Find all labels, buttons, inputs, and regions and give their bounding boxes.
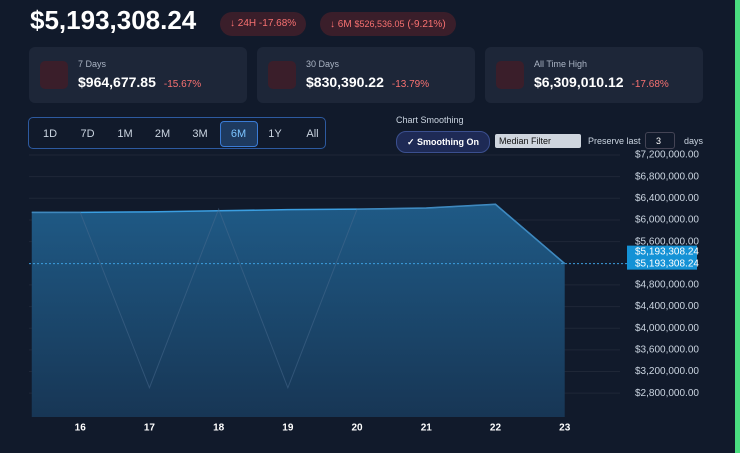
card-value: $6,309,010.12 -17.68%: [534, 74, 669, 90]
timeframe-button[interactable]: 7D: [80, 128, 95, 140]
stat-card: 30 Days $830,390.22 -13.79%: [257, 47, 475, 103]
x-tick-label: 17: [144, 423, 156, 434]
timeframe-button[interactable]: 1D: [42, 128, 58, 140]
smoothing-button[interactable]: ✓ Smoothing On: [396, 131, 490, 153]
card-label: 7 Days: [78, 59, 107, 69]
y-tick-label: $3,600,000.00: [635, 345, 699, 356]
current-value-box: [627, 245, 697, 270]
card-label: All Time High: [534, 59, 588, 69]
card-amount: $964,677.85: [78, 74, 156, 90]
card-amount: $830,390.22: [306, 74, 384, 90]
smoothing-title: Chart Smoothing: [396, 115, 464, 125]
y-tick-label: $6,800,000.00: [635, 171, 699, 182]
card-icon: [40, 61, 68, 89]
raw-line: [31, 203, 566, 390]
y-tick-label: $4,400,000.00: [635, 301, 699, 312]
portfolio-value: $5,193,308.24: [30, 5, 197, 35]
card-change: -15.67%: [163, 79, 202, 90]
x-tick-label: 20: [352, 423, 364, 434]
timeframe-button[interactable]: 1Y: [268, 128, 282, 140]
card-label: 30 Days: [306, 59, 340, 69]
y-tick-label: $6,000,000.00: [635, 215, 699, 226]
x-tick-label: 19: [282, 423, 294, 434]
x-tick-label: 21: [421, 423, 433, 434]
badge-change: -17.68%: [258, 18, 297, 29]
preserve-value: 3: [656, 136, 662, 146]
y-tick-label: $5,600,000.00: [635, 236, 699, 247]
x-tick-label: 16: [75, 423, 87, 434]
y-tick-label: $6,400,000.00: [635, 193, 699, 204]
card-change: -17.68%: [631, 79, 669, 90]
badge-6m: ↓ 6M $526,536.05 (-9.21%): [320, 12, 456, 36]
preserve-input[interactable]: 3: [645, 132, 675, 149]
badge-period: 24H: [237, 18, 257, 29]
timeframe-button[interactable]: All: [306, 128, 319, 140]
area-fill: [31, 204, 565, 417]
y-tick-label: $2,800,000.00: [635, 388, 699, 399]
card-value: $830,390.22 -13.79%: [306, 74, 429, 90]
preserve-unit: days: [684, 136, 704, 146]
timeframe-button[interactable]: 3M: [192, 128, 208, 140]
y-tick-label: $4,800,000.00: [635, 280, 699, 291]
method-label: Median Filter: [499, 136, 552, 146]
x-tick-label: 23: [559, 423, 571, 434]
badge-amount: $526,536.05: [354, 19, 405, 29]
stat-card: All Time High $6,309,010.12 -17.68%: [485, 47, 703, 103]
badge-change: (-9.21%): [407, 19, 446, 30]
y-tick-label: $7,200,000.00: [635, 150, 699, 161]
y-tick-label: $4,000,000.00: [635, 323, 699, 334]
stat-card: 7 Days $964,677.85 -15.67%: [29, 47, 247, 103]
badge-period: 6M: [337, 19, 352, 30]
card-value: $964,677.85 -15.67%: [78, 74, 201, 90]
current-value-label: $5,193,308.24: [635, 246, 699, 257]
edge-strip: [735, 0, 740, 453]
method-select[interactable]: Median Filter: [495, 134, 581, 148]
card-icon: [268, 61, 296, 89]
badge-24h: ↓ 24H -17.68%: [220, 12, 307, 36]
card-amount: $6,309,010.12: [534, 74, 624, 90]
card-change: -13.79%: [391, 79, 430, 90]
current-value-label: $5,193,308.24: [635, 258, 699, 269]
card-icon: [496, 61, 524, 89]
timeframe-button[interactable]: 2M: [154, 128, 171, 140]
preserve-label: Preserve last: [588, 136, 641, 146]
timeframe-button[interactable]: 6M: [219, 121, 258, 147]
timeframe-group: 1D 7D 1M 2M 3M 6M 1Y All: [28, 117, 326, 149]
x-tick-label: 22: [490, 423, 502, 434]
x-tick-label: 18: [213, 423, 225, 434]
timeframe-button[interactable]: 1M: [117, 128, 133, 140]
smoothing-button-label: Smoothing On: [417, 137, 480, 147]
y-tick-label: $3,200,000.00: [635, 366, 699, 377]
